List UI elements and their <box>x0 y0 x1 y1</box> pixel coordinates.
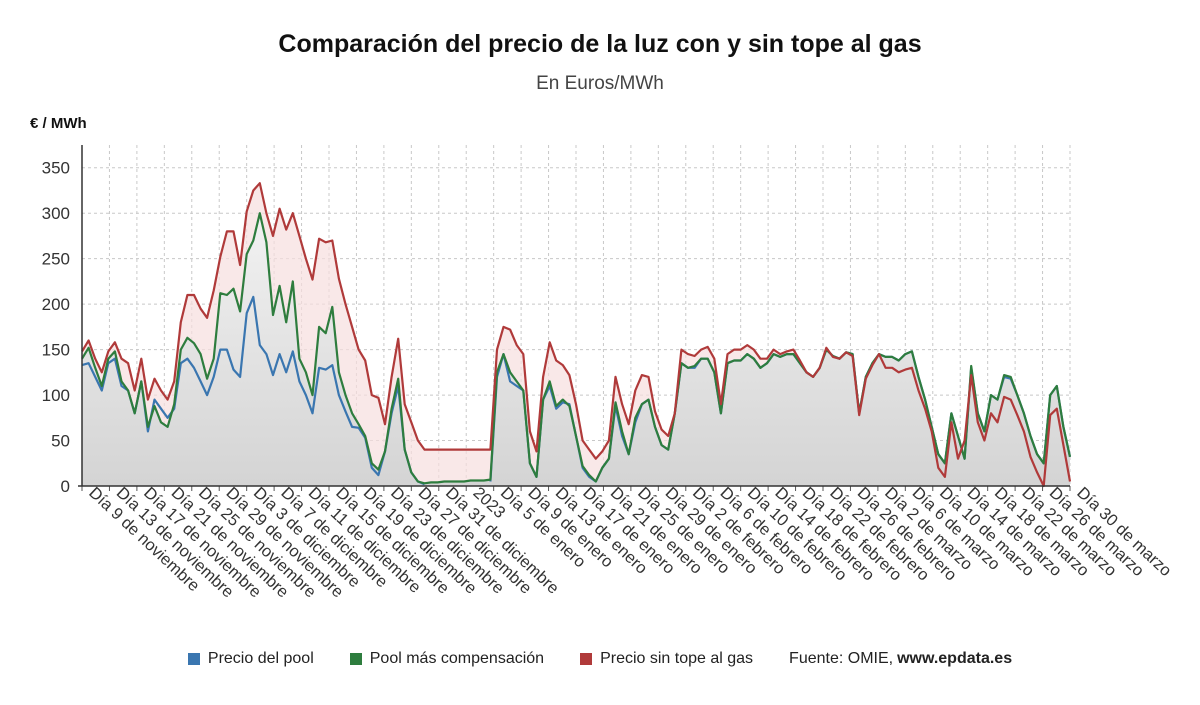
y-tick-label: 150 <box>42 341 70 360</box>
legend-label-compensacion: Pool más compensación <box>369 650 545 667</box>
line-pool-compensacion <box>81 212 1072 485</box>
series-areas <box>82 183 1070 486</box>
y-tick-label: 50 <box>51 432 70 451</box>
legend-item-sin-tope: Precio sin tope al gas <box>580 650 753 668</box>
legend: Precio del pool Pool más compensación Pr… <box>0 650 1200 668</box>
source-prefix: Fuente: OMIE, <box>789 650 894 667</box>
source-note: Fuente: OMIE, www.epdata.es <box>789 650 1012 668</box>
chart-title: Comparación del precio de la luz con y s… <box>278 30 922 58</box>
legend-swatch-pool <box>187 653 200 665</box>
axes <box>78 145 1071 491</box>
source-link[interactable]: www.epdata.es <box>897 650 1013 667</box>
chart-subtitle: En Euros/MWh <box>536 73 664 94</box>
legend-item-compensacion: Pool más compensación <box>349 650 545 668</box>
legend-swatch-compensacion <box>349 653 362 665</box>
line-sin-tope <box>81 182 1072 488</box>
area-compensacion <box>82 213 1070 486</box>
legend-swatch-sin-tope <box>580 653 593 665</box>
y-tick-label: 200 <box>42 295 70 314</box>
y-tick-label: 250 <box>42 250 70 269</box>
y-axis-ticks: 0 50 100 150 200 250 300 350 <box>42 159 70 496</box>
y-tick-label: 300 <box>42 204 70 223</box>
y-tick-label: 350 <box>42 159 70 178</box>
y-tick-label: 0 <box>61 477 70 496</box>
series-lines <box>81 182 1072 488</box>
legend-label-sin-tope: Precio sin tope al gas <box>600 650 754 667</box>
legend-item-pool: Precio del pool <box>187 650 314 668</box>
legend-label-pool: Precio del pool <box>207 650 314 667</box>
y-axis-unit-label: € / MWh <box>30 115 87 132</box>
y-tick-label: 100 <box>42 386 70 405</box>
